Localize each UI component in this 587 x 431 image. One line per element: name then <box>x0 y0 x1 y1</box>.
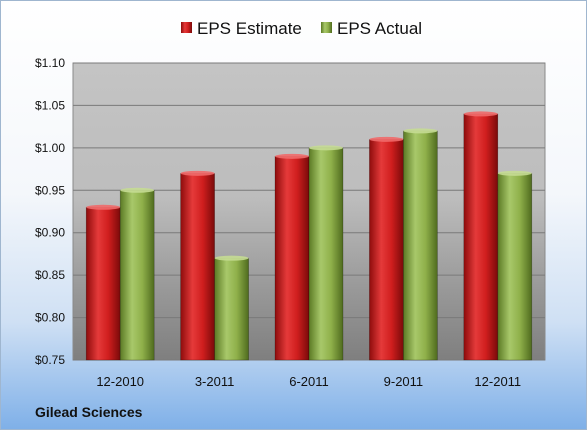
estimate-bar <box>180 173 215 361</box>
x-axis-ticks: 12-2010 3-2011 6-2011 9-2011 12-2011 <box>96 374 521 389</box>
estimate-bar <box>369 139 404 361</box>
actual-bar <box>308 147 344 361</box>
actual-bar <box>497 173 533 361</box>
actual-bar-top <box>403 128 438 134</box>
company-label: Gilead Sciences <box>35 404 143 420</box>
x-tick-label: 6-2011 <box>289 374 329 389</box>
actual-bar <box>403 130 438 361</box>
estimate-bar-top <box>86 204 121 210</box>
y-tick-label: $1.10 <box>35 56 65 70</box>
estimate-bar-top <box>275 153 309 159</box>
x-tick-label: 12-2011 <box>474 374 521 389</box>
y-tick-label: $1.00 <box>35 141 65 155</box>
legend-swatch <box>321 22 332 33</box>
actual-bar-top <box>497 170 532 176</box>
legend-swatch <box>181 22 192 33</box>
estimate-bar <box>463 113 499 361</box>
x-tick-label: 12-2010 <box>96 374 144 389</box>
y-tick-label: $0.75 <box>35 353 65 367</box>
x-tick-label: 3-2011 <box>195 374 235 389</box>
legend: EPS Estimate EPS Actual <box>181 19 422 38</box>
estimate-bar-top <box>180 170 215 176</box>
y-tick-label: $0.90 <box>35 226 65 240</box>
estimate-bar <box>274 156 310 361</box>
actual-bar <box>119 189 155 361</box>
legend-label: EPS Actual <box>337 19 422 38</box>
actual-bar-top <box>214 255 249 261</box>
y-tick-label: $0.80 <box>35 311 65 325</box>
estimate-bar <box>85 206 121 361</box>
y-tick-label: $1.05 <box>35 98 65 112</box>
estimate-bar-top <box>369 136 404 142</box>
actual-bar-top <box>120 187 155 193</box>
actual-bar <box>214 257 249 361</box>
x-tick-label: 9-2011 <box>384 374 424 389</box>
bars <box>85 111 533 361</box>
y-axis-ticks: $0.75 $0.80 $0.85 $0.90 $0.95 $1.00 $1.05 $1.10 <box>35 56 65 367</box>
estimate-bar-top <box>463 111 498 117</box>
actual-bar-top <box>309 145 343 151</box>
legend-label: EPS Estimate <box>197 19 302 38</box>
y-tick-label: $0.85 <box>35 268 65 282</box>
y-tick-label: $0.95 <box>35 183 65 197</box>
